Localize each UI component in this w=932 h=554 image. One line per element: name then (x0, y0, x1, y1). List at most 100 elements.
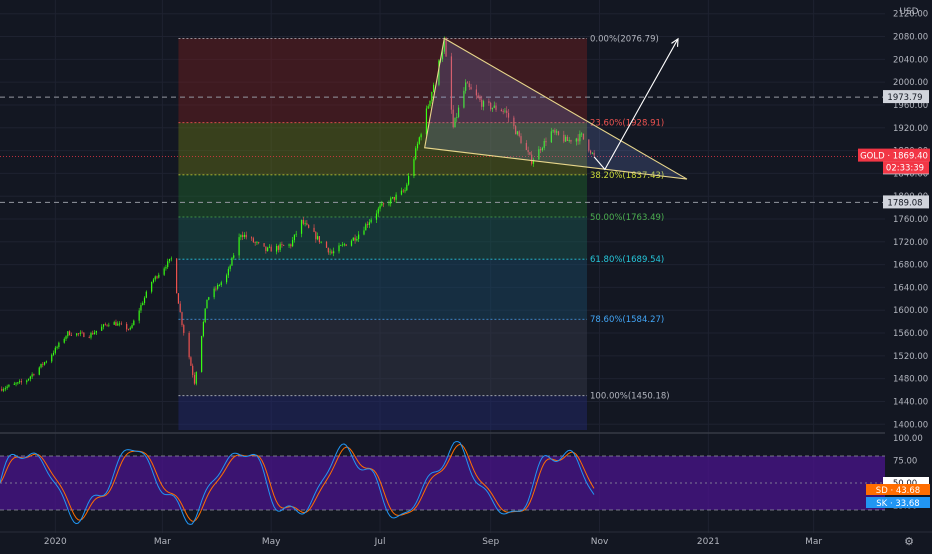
candle-body (238, 237, 240, 256)
candle-body (566, 136, 568, 142)
candle-body (406, 184, 408, 191)
currency-label[interactable]: USD (899, 7, 918, 17)
candle-body (113, 322, 115, 325)
candle-body (270, 246, 272, 252)
candle-body (338, 245, 340, 252)
candle-body (95, 330, 97, 333)
price-tick-label: 1840.00 (893, 169, 928, 179)
candle-body (504, 110, 506, 112)
candle-body (465, 82, 467, 91)
candle-body (525, 143, 527, 151)
candle-body (281, 244, 283, 246)
candle-body (513, 117, 515, 127)
candle-body (154, 276, 156, 280)
candle-body (70, 335, 72, 336)
price-label-box (883, 195, 929, 209)
stoch-tick-label: 75.00 (893, 457, 917, 467)
drawings[interactable] (424, 37, 688, 180)
fib-level-label: 61.80%(1689.54) (590, 255, 664, 265)
candle-body (204, 308, 206, 322)
candle-body (375, 213, 378, 220)
month-label: Mar (154, 537, 171, 547)
candle-body (588, 139, 590, 151)
candle-body (131, 325, 133, 328)
candle-body (229, 265, 231, 269)
candle-body (470, 87, 472, 90)
candle-body (554, 130, 556, 133)
candle-body (570, 140, 572, 142)
candle-body (15, 383, 17, 385)
candle-body (17, 382, 19, 384)
candle-body (1, 388, 3, 391)
fib-zone (178, 174, 588, 218)
candle-body (531, 154, 533, 164)
candle-body (295, 233, 297, 235)
stoch-band (0, 456, 885, 510)
fibonacci-retracement[interactable]: 0.00%(2076.79) 23.60%(1928.91) 38.20%(1837… (178, 34, 670, 430)
candle-body (402, 190, 404, 192)
candle-body (243, 234, 246, 237)
candle-body (206, 299, 208, 309)
candle-body (101, 326, 103, 331)
candle-body (368, 222, 370, 226)
candle-body (457, 107, 460, 118)
candle-body (441, 51, 444, 60)
price-tick-label: 2040.00 (893, 55, 928, 65)
candle-body (477, 95, 479, 98)
month-label: Nov (591, 537, 609, 547)
candle-body (356, 238, 358, 241)
candle-body (213, 288, 215, 298)
candle-body (400, 190, 403, 195)
candle-body (329, 251, 331, 253)
price-tick-label: 2120.00 (893, 10, 928, 20)
candle-body (552, 130, 554, 132)
candle-body (240, 235, 242, 238)
time-axis[interactable]: 2020 Mar May Jul Sep Nov 2021 Mar ⚙ (0, 531, 932, 548)
candle-body (79, 332, 81, 334)
candle-body (320, 241, 322, 243)
candle-body (482, 101, 485, 107)
candle-body (568, 140, 570, 142)
fib-zone (178, 395, 588, 430)
candle-body (575, 138, 577, 142)
candle-body (379, 205, 381, 209)
candle-body (500, 109, 502, 112)
candle-body (90, 333, 92, 338)
candle-body (370, 219, 372, 223)
candle-body (138, 310, 140, 321)
candle-body (290, 244, 292, 247)
candle-body (93, 332, 96, 335)
fib-level-label: 100.00%(1450.18) (590, 392, 670, 402)
candle-body (390, 198, 392, 204)
candle-body (443, 40, 445, 52)
candle-body (218, 285, 221, 286)
price-tick-label: 1520.00 (893, 352, 928, 362)
price-axis[interactable]: 1400.00 1440.00 1480.00 1520.00 1560.00 1600.… (858, 0, 932, 550)
candle-body (333, 251, 335, 254)
candle-body (193, 374, 196, 384)
candle-body (556, 131, 558, 133)
candle-body (302, 219, 304, 224)
fib-level-label: 38.20%(1837.43) (590, 171, 664, 181)
candle-body (195, 371, 197, 384)
candle-body (366, 224, 369, 226)
candle-body (156, 276, 158, 278)
fib-level-label: 23.60%(1928.91) (590, 119, 664, 129)
candle-body (420, 134, 422, 138)
candle-body (181, 312, 183, 326)
settings-gear-icon[interactable]: ⚙ (904, 535, 914, 548)
triangle-pattern (424, 37, 688, 180)
candle-body (13, 383, 15, 385)
candle-body (233, 255, 235, 258)
candle-body (463, 90, 465, 108)
candle-body (83, 332, 85, 337)
candle-body (208, 297, 210, 300)
candle-body (466, 82, 469, 84)
candle-body (502, 111, 504, 112)
candle-body (429, 100, 431, 107)
candle-body (4, 388, 6, 390)
price-tick-label: 1680.00 (893, 261, 928, 271)
candle-body (267, 247, 269, 252)
